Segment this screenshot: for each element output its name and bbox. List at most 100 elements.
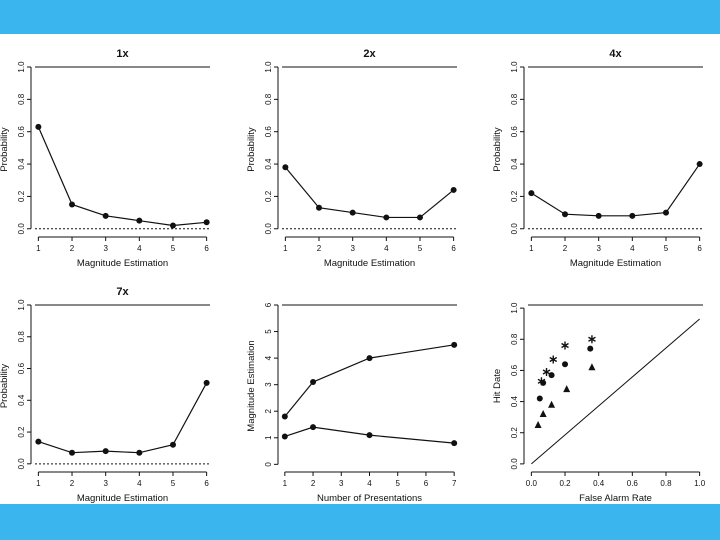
scatter-point-star bbox=[537, 377, 546, 386]
data-point bbox=[310, 379, 317, 386]
series-line-probability bbox=[284, 166, 455, 219]
data-point bbox=[203, 219, 210, 226]
y-tick-label: 0.8 bbox=[17, 331, 26, 343]
x-tick-label: 1 bbox=[36, 244, 41, 253]
data-point bbox=[696, 161, 703, 168]
x-tick-label: 3 bbox=[103, 244, 108, 253]
data-point bbox=[136, 217, 143, 224]
x-tick-label: 4 bbox=[137, 479, 142, 488]
y-tick-label: 0.8 bbox=[264, 93, 273, 105]
y-tick-label: 0.2 bbox=[17, 426, 26, 438]
x-tick-label: 2 bbox=[563, 244, 568, 253]
data-point bbox=[662, 209, 669, 216]
star-stroke bbox=[588, 336, 596, 342]
y-tick-label: 0.8 bbox=[17, 93, 26, 105]
x-axis-title: Magnitude Estimation bbox=[77, 493, 168, 504]
star-stroke bbox=[542, 369, 551, 375]
data-point bbox=[281, 433, 288, 440]
y-axis-title: Probability bbox=[0, 364, 10, 409]
data-point bbox=[416, 214, 423, 221]
chart-title: 7x bbox=[116, 286, 129, 298]
chart-panel-2: 2x 0.0 0.2 0.4 0.6 0.8 1.0 Probability 1 2 3 4 5 6 Mag… bbox=[246, 48, 457, 269]
x-tick-label: 6 bbox=[451, 244, 456, 253]
data-point bbox=[102, 212, 109, 219]
scatter-point-star bbox=[542, 367, 551, 376]
series-line-upper bbox=[284, 344, 455, 417]
chart-title: 1x bbox=[116, 48, 129, 60]
data-point bbox=[35, 438, 42, 445]
data-point bbox=[136, 449, 143, 456]
scatter-point-circle bbox=[562, 361, 569, 368]
scatter-point-triangle bbox=[539, 410, 547, 418]
x-axis-title: Magnitude Estimation bbox=[570, 258, 661, 269]
data-point bbox=[629, 212, 636, 219]
y-tick-label: 0.4 bbox=[17, 158, 26, 170]
star-stroke bbox=[537, 378, 546, 384]
scatter-point-circle bbox=[587, 345, 594, 352]
y-tick-label: 0.0 bbox=[17, 458, 26, 470]
series-line-lower bbox=[284, 426, 455, 444]
top-banner bbox=[0, 0, 720, 34]
y-tick-label: 0.2 bbox=[510, 190, 519, 202]
y-tick-label: 0.2 bbox=[264, 190, 273, 202]
x-tick-label: 6 bbox=[424, 479, 429, 488]
x-tick-label: 1 bbox=[36, 479, 41, 488]
y-axis-title: Probability bbox=[492, 127, 503, 172]
data-point bbox=[528, 190, 535, 197]
y-tick-label: 0.4 bbox=[264, 158, 273, 170]
data-point bbox=[69, 449, 76, 456]
x-tick-label: 2 bbox=[311, 479, 316, 488]
scatter-point-triangle bbox=[588, 363, 596, 371]
x-tick-label: 4 bbox=[367, 479, 372, 488]
x-tick-label: 3 bbox=[596, 244, 601, 253]
y-tick-label: 0.2 bbox=[17, 190, 26, 202]
scatter-point-circle bbox=[536, 395, 543, 402]
data-point bbox=[310, 424, 317, 431]
x-tick-label: 1 bbox=[529, 244, 534, 253]
data-point bbox=[281, 413, 288, 420]
x-tick-label: 1 bbox=[283, 244, 288, 253]
y-axis-title: Hit Date bbox=[492, 369, 503, 403]
x-tick-label: 5 bbox=[171, 244, 176, 253]
y-tick-label: 0.8 bbox=[510, 93, 519, 105]
x-tick-label: 4 bbox=[384, 244, 389, 253]
x-tick-label: 1 bbox=[283, 479, 288, 488]
x-tick-label: 3 bbox=[350, 244, 355, 253]
x-tick-label: 1.0 bbox=[694, 479, 706, 488]
x-tick-label: 5 bbox=[171, 479, 176, 488]
data-point bbox=[69, 201, 76, 208]
y-tick-label: 1 bbox=[264, 435, 273, 440]
y-tick-label: 1.0 bbox=[510, 302, 519, 314]
data-point bbox=[35, 123, 42, 130]
y-tick-label: 0.6 bbox=[17, 126, 26, 138]
y-tick-label: 0.4 bbox=[17, 394, 26, 406]
chart-panel-1: 1x 0.0 0.2 0.4 0.6 0.8 1.0 Probability 1 2 3 4 5 6 Mag… bbox=[0, 48, 210, 269]
x-tick-label: 6 bbox=[697, 244, 702, 253]
data-point bbox=[562, 211, 569, 218]
x-tick-label: 7 bbox=[452, 479, 457, 488]
y-tick-label: 2 bbox=[264, 408, 273, 413]
y-tick-label: 0.0 bbox=[510, 458, 519, 470]
y-tick-label: 4 bbox=[264, 355, 273, 360]
y-tick-label: 3 bbox=[264, 382, 273, 387]
scatter-point-star bbox=[588, 335, 596, 344]
data-point bbox=[366, 432, 373, 439]
chart-panel-6: 0.0 0.2 0.4 0.6 0.8 1.0 Hit Date 0.0 0.2 0.4 0.6 0.… bbox=[492, 302, 706, 504]
x-tick-label: 0.6 bbox=[627, 479, 639, 488]
data-point bbox=[451, 440, 458, 447]
data-point bbox=[316, 204, 323, 211]
x-tick-label: 2 bbox=[70, 244, 75, 253]
y-tick-label: 0.0 bbox=[510, 223, 519, 235]
y-tick-label: 6 bbox=[264, 302, 273, 307]
x-tick-label: 0.4 bbox=[593, 479, 605, 488]
series-line-probability bbox=[531, 163, 701, 217]
data-point bbox=[169, 441, 176, 448]
x-tick-label: 6 bbox=[204, 244, 209, 253]
y-tick-label: 1.0 bbox=[17, 61, 26, 73]
x-tick-label: 4 bbox=[137, 244, 142, 253]
x-axis-title: False Alarm Rate bbox=[579, 493, 652, 504]
data-point bbox=[366, 355, 373, 362]
chance-diagonal-line bbox=[531, 318, 700, 465]
data-point bbox=[383, 214, 390, 221]
